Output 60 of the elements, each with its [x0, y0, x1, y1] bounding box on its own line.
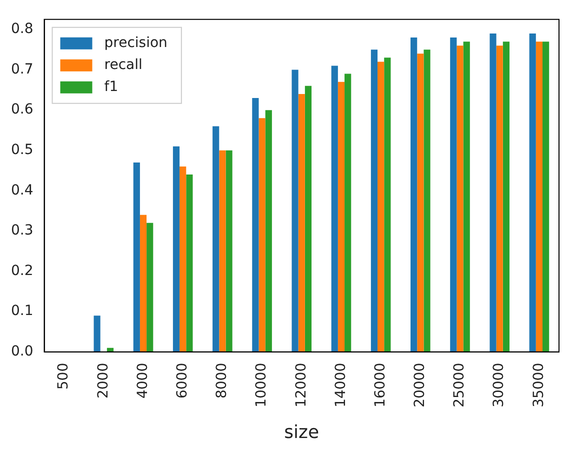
bar	[529, 34, 536, 352]
x-tick-label: 30000	[491, 362, 508, 408]
x-tick-label: 6000	[174, 362, 190, 399]
legend-label: f1	[104, 79, 118, 96]
x-tick-label: 4000	[134, 362, 151, 399]
bar	[133, 162, 140, 352]
bar	[456, 46, 464, 352]
y-tick-label: 0.6	[11, 102, 34, 118]
bar	[331, 66, 338, 352]
y-tick-label: 0.5	[11, 142, 34, 158]
bar	[384, 58, 391, 352]
bar	[298, 94, 305, 352]
y-tick-label: 0.3	[11, 222, 34, 239]
x-tick-label: 20000	[412, 362, 428, 408]
bar	[410, 38, 418, 352]
bar	[338, 82, 345, 352]
bar	[252, 98, 259, 352]
bar	[212, 126, 220, 352]
legend-label: recall	[104, 57, 142, 74]
y-tick-label: 0.4	[11, 182, 34, 198]
x-tick-label: 500	[56, 362, 72, 390]
bar	[424, 50, 430, 352]
x-tick-label: 16000	[372, 362, 388, 408]
x-tick-label: 14000	[332, 362, 349, 408]
bar	[292, 70, 298, 352]
bar	[496, 46, 503, 352]
x-tick-label: 8000	[214, 362, 230, 399]
bar	[370, 50, 378, 352]
bar	[172, 146, 180, 352]
x-axis-title: size	[284, 422, 320, 443]
bar	[417, 54, 424, 352]
bar	[536, 42, 542, 352]
bar	[180, 166, 186, 352]
x-tick-label: 12000	[293, 362, 310, 408]
legend-label: precision	[104, 35, 168, 52]
bar	[265, 110, 272, 352]
bar	[219, 150, 226, 352]
bar	[502, 42, 510, 352]
y-tick-label: 0.7	[11, 61, 34, 78]
y-tick-label: 0.2	[11, 262, 34, 279]
y-tick-label: 0.1	[11, 303, 34, 320]
bar	[304, 86, 312, 352]
bar	[140, 214, 147, 352]
bar	[542, 42, 550, 352]
x-tick-label: 2000	[95, 362, 112, 399]
x-tick-label: 10000	[254, 362, 270, 408]
bar	[186, 174, 193, 352]
bar	[490, 34, 496, 352]
bar	[94, 316, 100, 352]
bar	[146, 222, 154, 352]
bar	[463, 42, 470, 352]
bar	[226, 150, 232, 352]
y-tick-label: 0.0	[11, 344, 34, 360]
y-tick-label: 0.8	[11, 21, 34, 38]
bar	[344, 74, 352, 352]
bar	[258, 118, 266, 352]
x-tick-label: 25000	[452, 362, 468, 408]
bar	[378, 62, 384, 352]
x-tick-label: 35000	[530, 362, 547, 408]
bar	[450, 38, 457, 352]
